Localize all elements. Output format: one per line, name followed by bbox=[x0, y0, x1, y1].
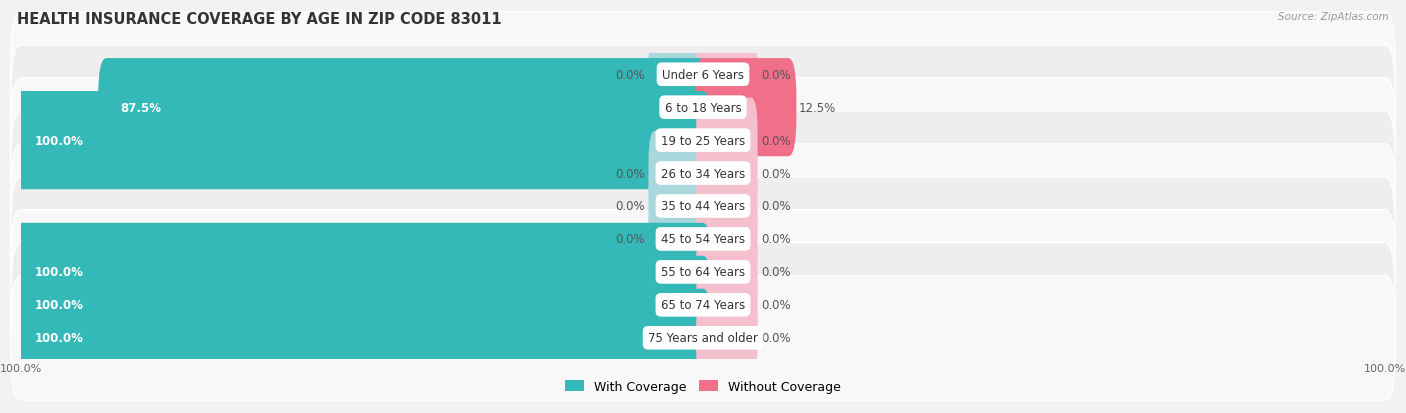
FancyBboxPatch shape bbox=[11, 276, 1395, 400]
Text: 87.5%: 87.5% bbox=[120, 102, 160, 114]
Text: 75 Years and older: 75 Years and older bbox=[648, 332, 758, 344]
Text: 0.0%: 0.0% bbox=[761, 167, 790, 180]
Text: HEALTH INSURANCE COVERAGE BY AGE IN ZIP CODE 83011: HEALTH INSURANCE COVERAGE BY AGE IN ZIP … bbox=[17, 12, 502, 27]
Text: 45 to 54 Years: 45 to 54 Years bbox=[661, 233, 745, 246]
FancyBboxPatch shape bbox=[11, 177, 1395, 301]
FancyBboxPatch shape bbox=[11, 46, 1395, 170]
Text: Source: ZipAtlas.com: Source: ZipAtlas.com bbox=[1278, 12, 1389, 22]
Text: 35 to 44 Years: 35 to 44 Years bbox=[661, 200, 745, 213]
FancyBboxPatch shape bbox=[696, 296, 758, 380]
Text: 0.0%: 0.0% bbox=[616, 233, 645, 246]
Text: 0.0%: 0.0% bbox=[616, 200, 645, 213]
FancyBboxPatch shape bbox=[11, 13, 1395, 137]
Text: 0.0%: 0.0% bbox=[761, 69, 790, 81]
Text: 0.0%: 0.0% bbox=[761, 233, 790, 246]
Text: 12.5%: 12.5% bbox=[799, 102, 835, 114]
FancyBboxPatch shape bbox=[11, 145, 1395, 268]
Text: 26 to 34 Years: 26 to 34 Years bbox=[661, 167, 745, 180]
Text: 100.0%: 100.0% bbox=[35, 332, 83, 344]
Text: 100.0%: 100.0% bbox=[35, 266, 83, 279]
FancyBboxPatch shape bbox=[13, 92, 711, 190]
Text: 100.0%: 100.0% bbox=[35, 134, 83, 147]
Text: 0.0%: 0.0% bbox=[761, 200, 790, 213]
FancyBboxPatch shape bbox=[648, 197, 710, 282]
Text: Under 6 Years: Under 6 Years bbox=[662, 69, 744, 81]
FancyBboxPatch shape bbox=[13, 256, 711, 354]
Text: 0.0%: 0.0% bbox=[761, 332, 790, 344]
FancyBboxPatch shape bbox=[696, 33, 758, 117]
FancyBboxPatch shape bbox=[13, 289, 711, 387]
Text: 65 to 74 Years: 65 to 74 Years bbox=[661, 299, 745, 311]
Legend: With Coverage, Without Coverage: With Coverage, Without Coverage bbox=[565, 380, 841, 393]
FancyBboxPatch shape bbox=[696, 230, 758, 315]
Text: 55 to 64 Years: 55 to 64 Years bbox=[661, 266, 745, 279]
Text: 0.0%: 0.0% bbox=[761, 134, 790, 147]
FancyBboxPatch shape bbox=[648, 33, 710, 117]
FancyBboxPatch shape bbox=[648, 131, 710, 216]
FancyBboxPatch shape bbox=[696, 131, 758, 216]
Text: 0.0%: 0.0% bbox=[761, 266, 790, 279]
Text: 19 to 25 Years: 19 to 25 Years bbox=[661, 134, 745, 147]
FancyBboxPatch shape bbox=[648, 164, 710, 249]
Text: 0.0%: 0.0% bbox=[616, 167, 645, 180]
FancyBboxPatch shape bbox=[696, 98, 758, 183]
FancyBboxPatch shape bbox=[98, 59, 711, 157]
Text: 0.0%: 0.0% bbox=[761, 299, 790, 311]
FancyBboxPatch shape bbox=[696, 197, 758, 282]
FancyBboxPatch shape bbox=[696, 263, 758, 347]
FancyBboxPatch shape bbox=[11, 243, 1395, 367]
Text: 0.0%: 0.0% bbox=[616, 69, 645, 81]
Text: 100.0%: 100.0% bbox=[35, 299, 83, 311]
FancyBboxPatch shape bbox=[695, 59, 796, 157]
FancyBboxPatch shape bbox=[13, 223, 711, 321]
Text: 6 to 18 Years: 6 to 18 Years bbox=[665, 102, 741, 114]
FancyBboxPatch shape bbox=[11, 78, 1395, 203]
FancyBboxPatch shape bbox=[11, 210, 1395, 335]
FancyBboxPatch shape bbox=[11, 112, 1395, 236]
FancyBboxPatch shape bbox=[696, 164, 758, 249]
